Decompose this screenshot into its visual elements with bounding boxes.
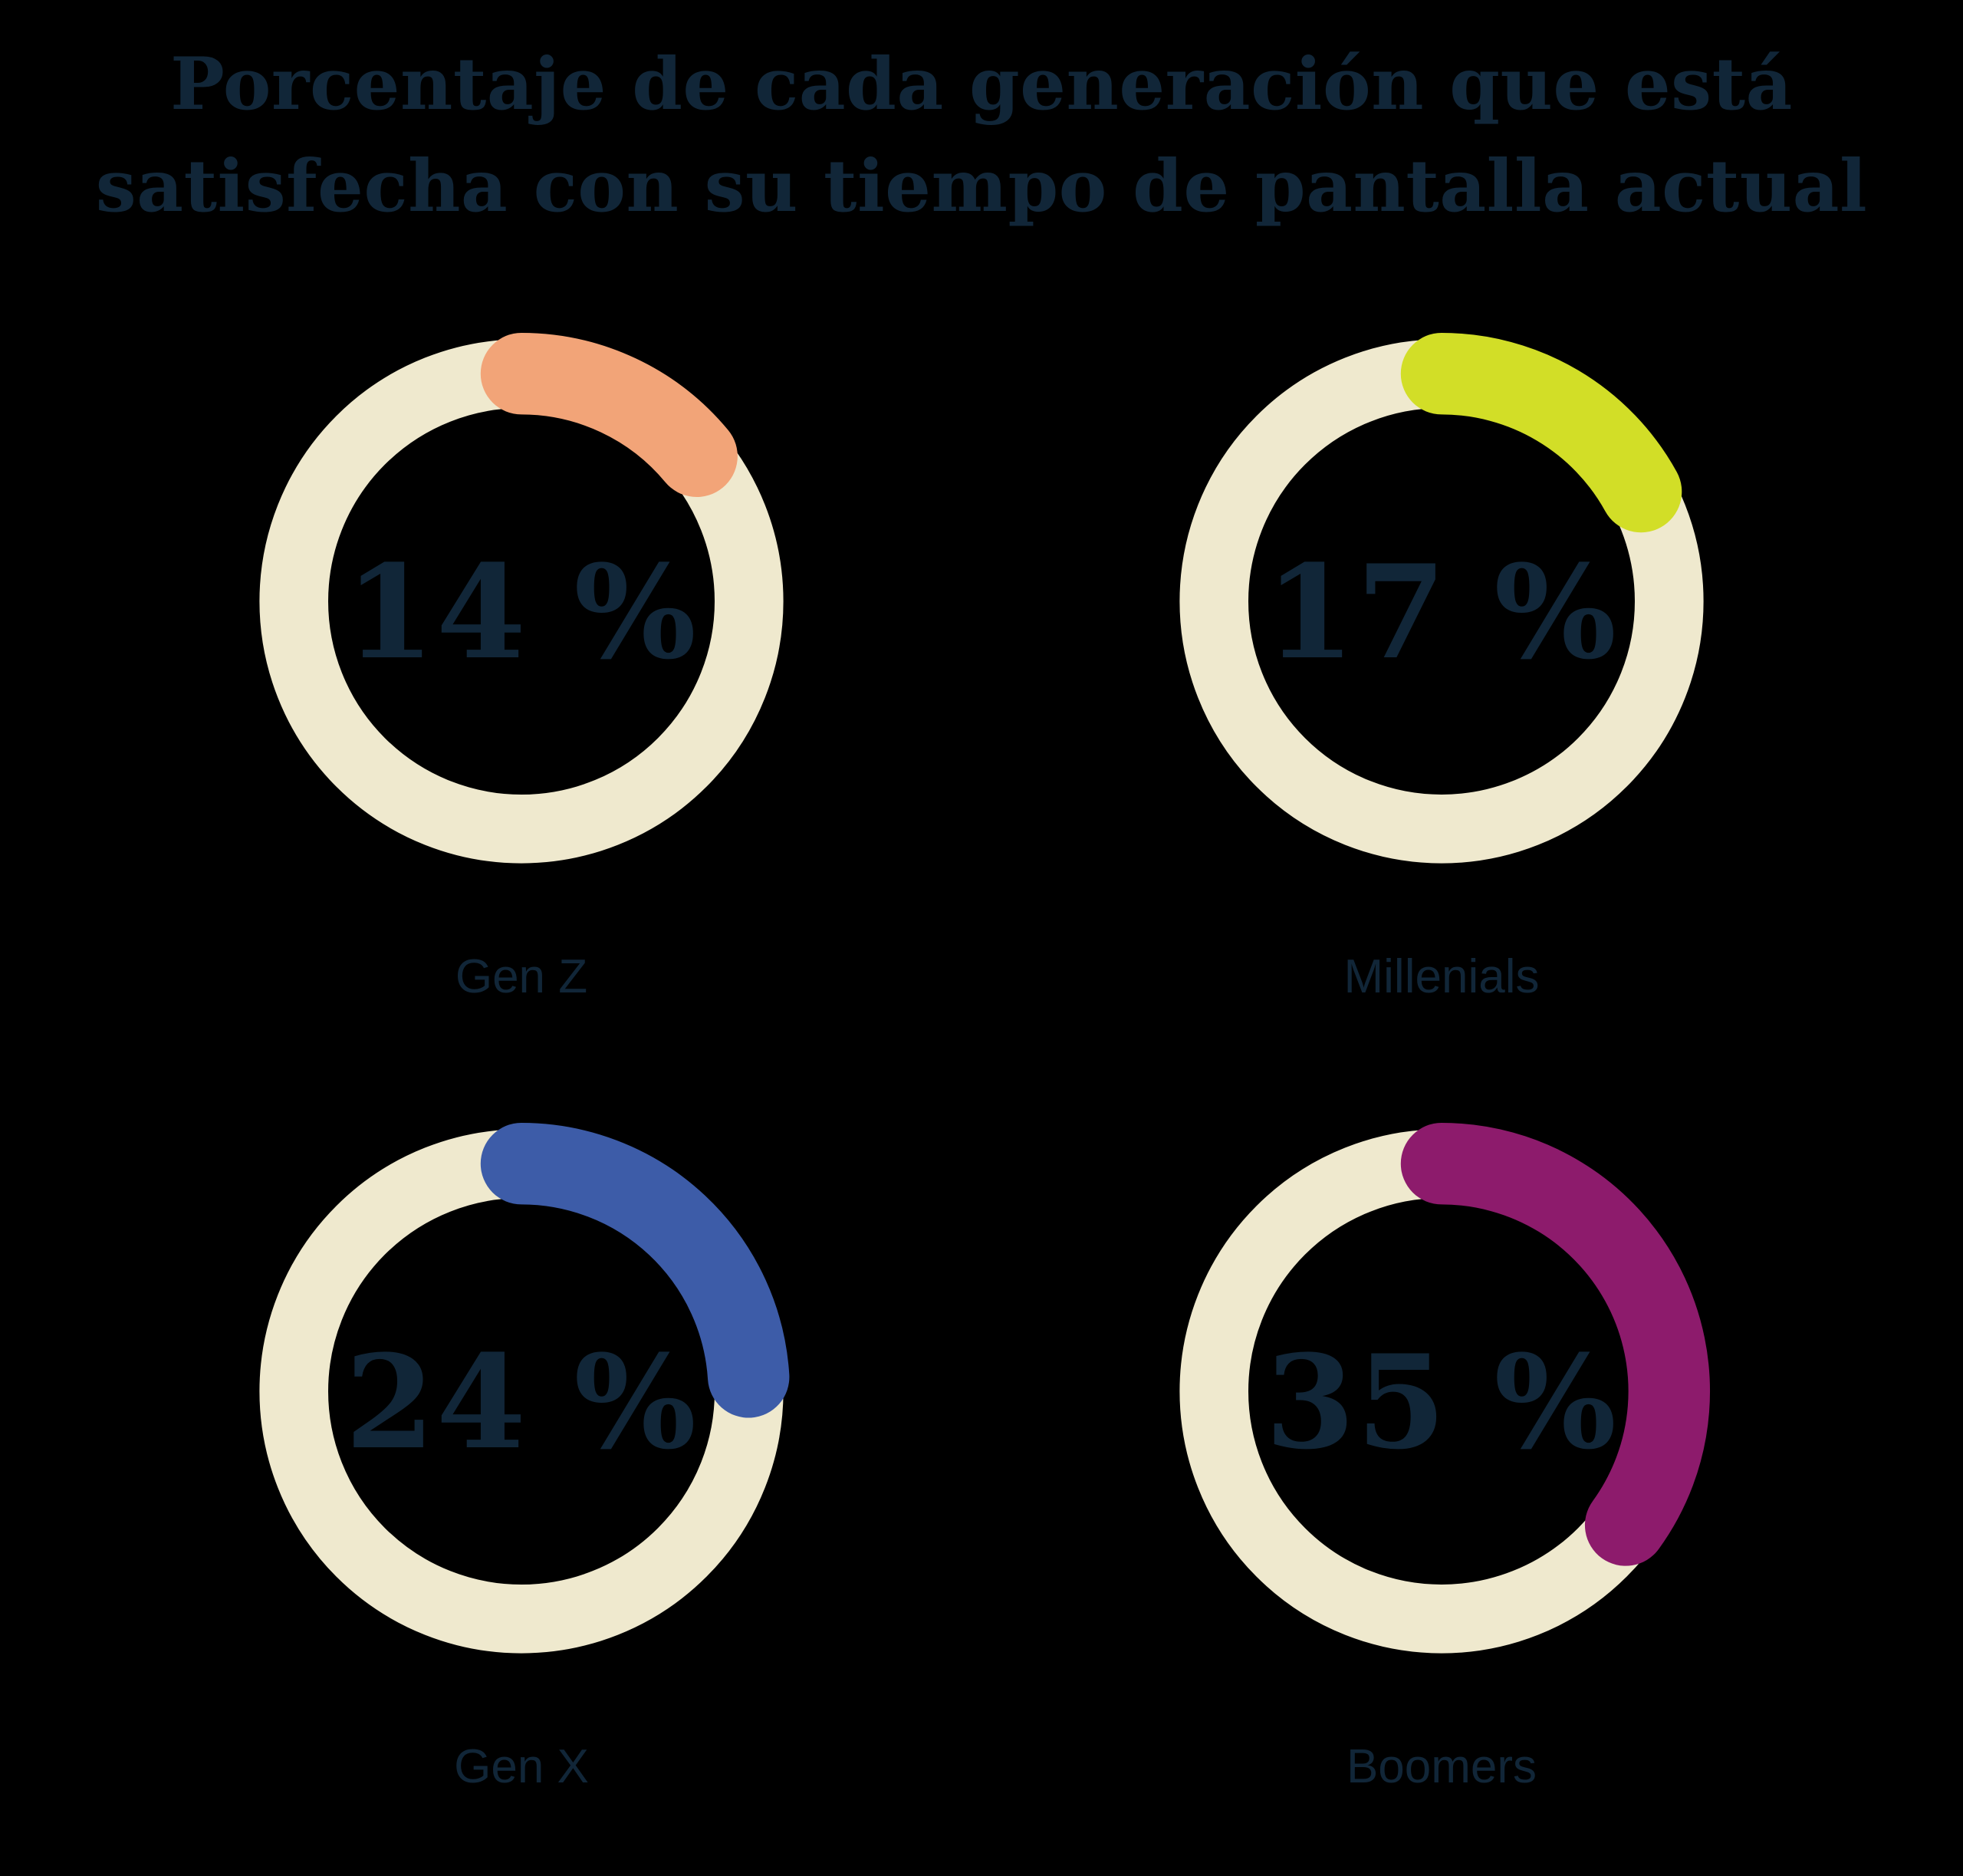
donut-ring-boomers: 35 % [1173, 1122, 1711, 1660]
donut-ring-gen-x: 24 % [253, 1122, 790, 1660]
donut-ring-gen-z: 14 % [253, 332, 790, 870]
gauge-cell-gen-x: 24 % Gen X [253, 1122, 790, 1794]
donut-arc [480, 332, 738, 497]
gauge-cell-boomers: 35 % Boomers [1173, 1122, 1711, 1794]
donut-ring-millenials: 17 % [1173, 332, 1710, 870]
donut-arc [1400, 1122, 1711, 1566]
donut-arc [1400, 332, 1682, 533]
donut-svg-gen-x [259, 1122, 790, 1654]
chart-title-line1: Porcentaje de cada generación que está [170, 42, 1793, 127]
gauge-cell-millenials: 17 % Millenials [1173, 332, 1710, 1004]
gauge-cell-gen-z: 14 % Gen Z [253, 332, 790, 1004]
gauge-label-gen-z: Gen Z [455, 950, 588, 1003]
chart-header: Porcentaje de cada generación que está s… [0, 34, 1963, 239]
chart-title-line2: satisfecha con su tiempo de pantalla act… [95, 144, 1868, 229]
donut-svg-gen-z [259, 332, 784, 864]
donut-svg-millenials [1179, 332, 1704, 864]
gauges-grid: 14 % Gen Z 17 % Millenials 24 % Gen X 35… [0, 332, 1963, 1794]
gauge-label-gen-x: Gen X [454, 1739, 589, 1793]
donut-arc [480, 1122, 790, 1418]
gauge-label-millenials: Millenials [1343, 950, 1540, 1003]
chart-title: Porcentaje de cada generación que está s… [0, 34, 1963, 239]
gauge-label-boomers: Boomers [1346, 1739, 1537, 1793]
donut-svg-boomers [1179, 1122, 1711, 1654]
